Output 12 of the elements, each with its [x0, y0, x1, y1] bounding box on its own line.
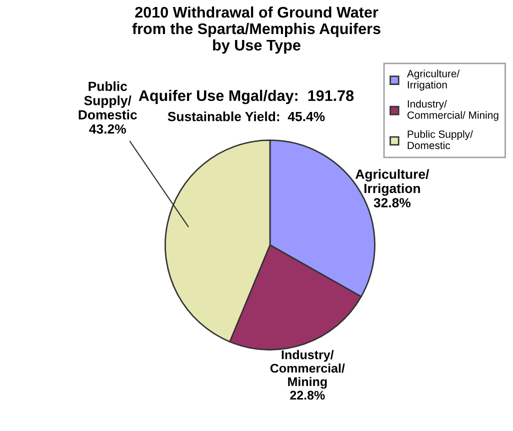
- slice-label: Public Supply/ Domestic: [78, 81, 137, 120]
- chart-title: 2010 Withdrawal of Ground Water from the Sparta/Memphis Aquifers by Use Type: [132, 6, 380, 54]
- legend-label: Industry/ Commercial/ Mining: [407, 100, 498, 121]
- slice-label: Agriculture/ Irrigation: [355, 169, 430, 196]
- slice-label: Industry/ Commercial/ Mining: [270, 350, 345, 389]
- legend-label: Public Supply/ Domestic: [408, 130, 473, 150]
- text: Sustainable Yield: 45.4%: [168, 112, 325, 122]
- data-label: 32.8%: [374, 198, 411, 208]
- data-label: 43.2%: [89, 124, 126, 134]
- data-label: 22.8%: [290, 390, 325, 400]
- text: Aquifer Use Mgal/day: 191.78: [138, 90, 354, 104]
- legend-label: Agriculture/ Irrigation: [406, 70, 460, 91]
